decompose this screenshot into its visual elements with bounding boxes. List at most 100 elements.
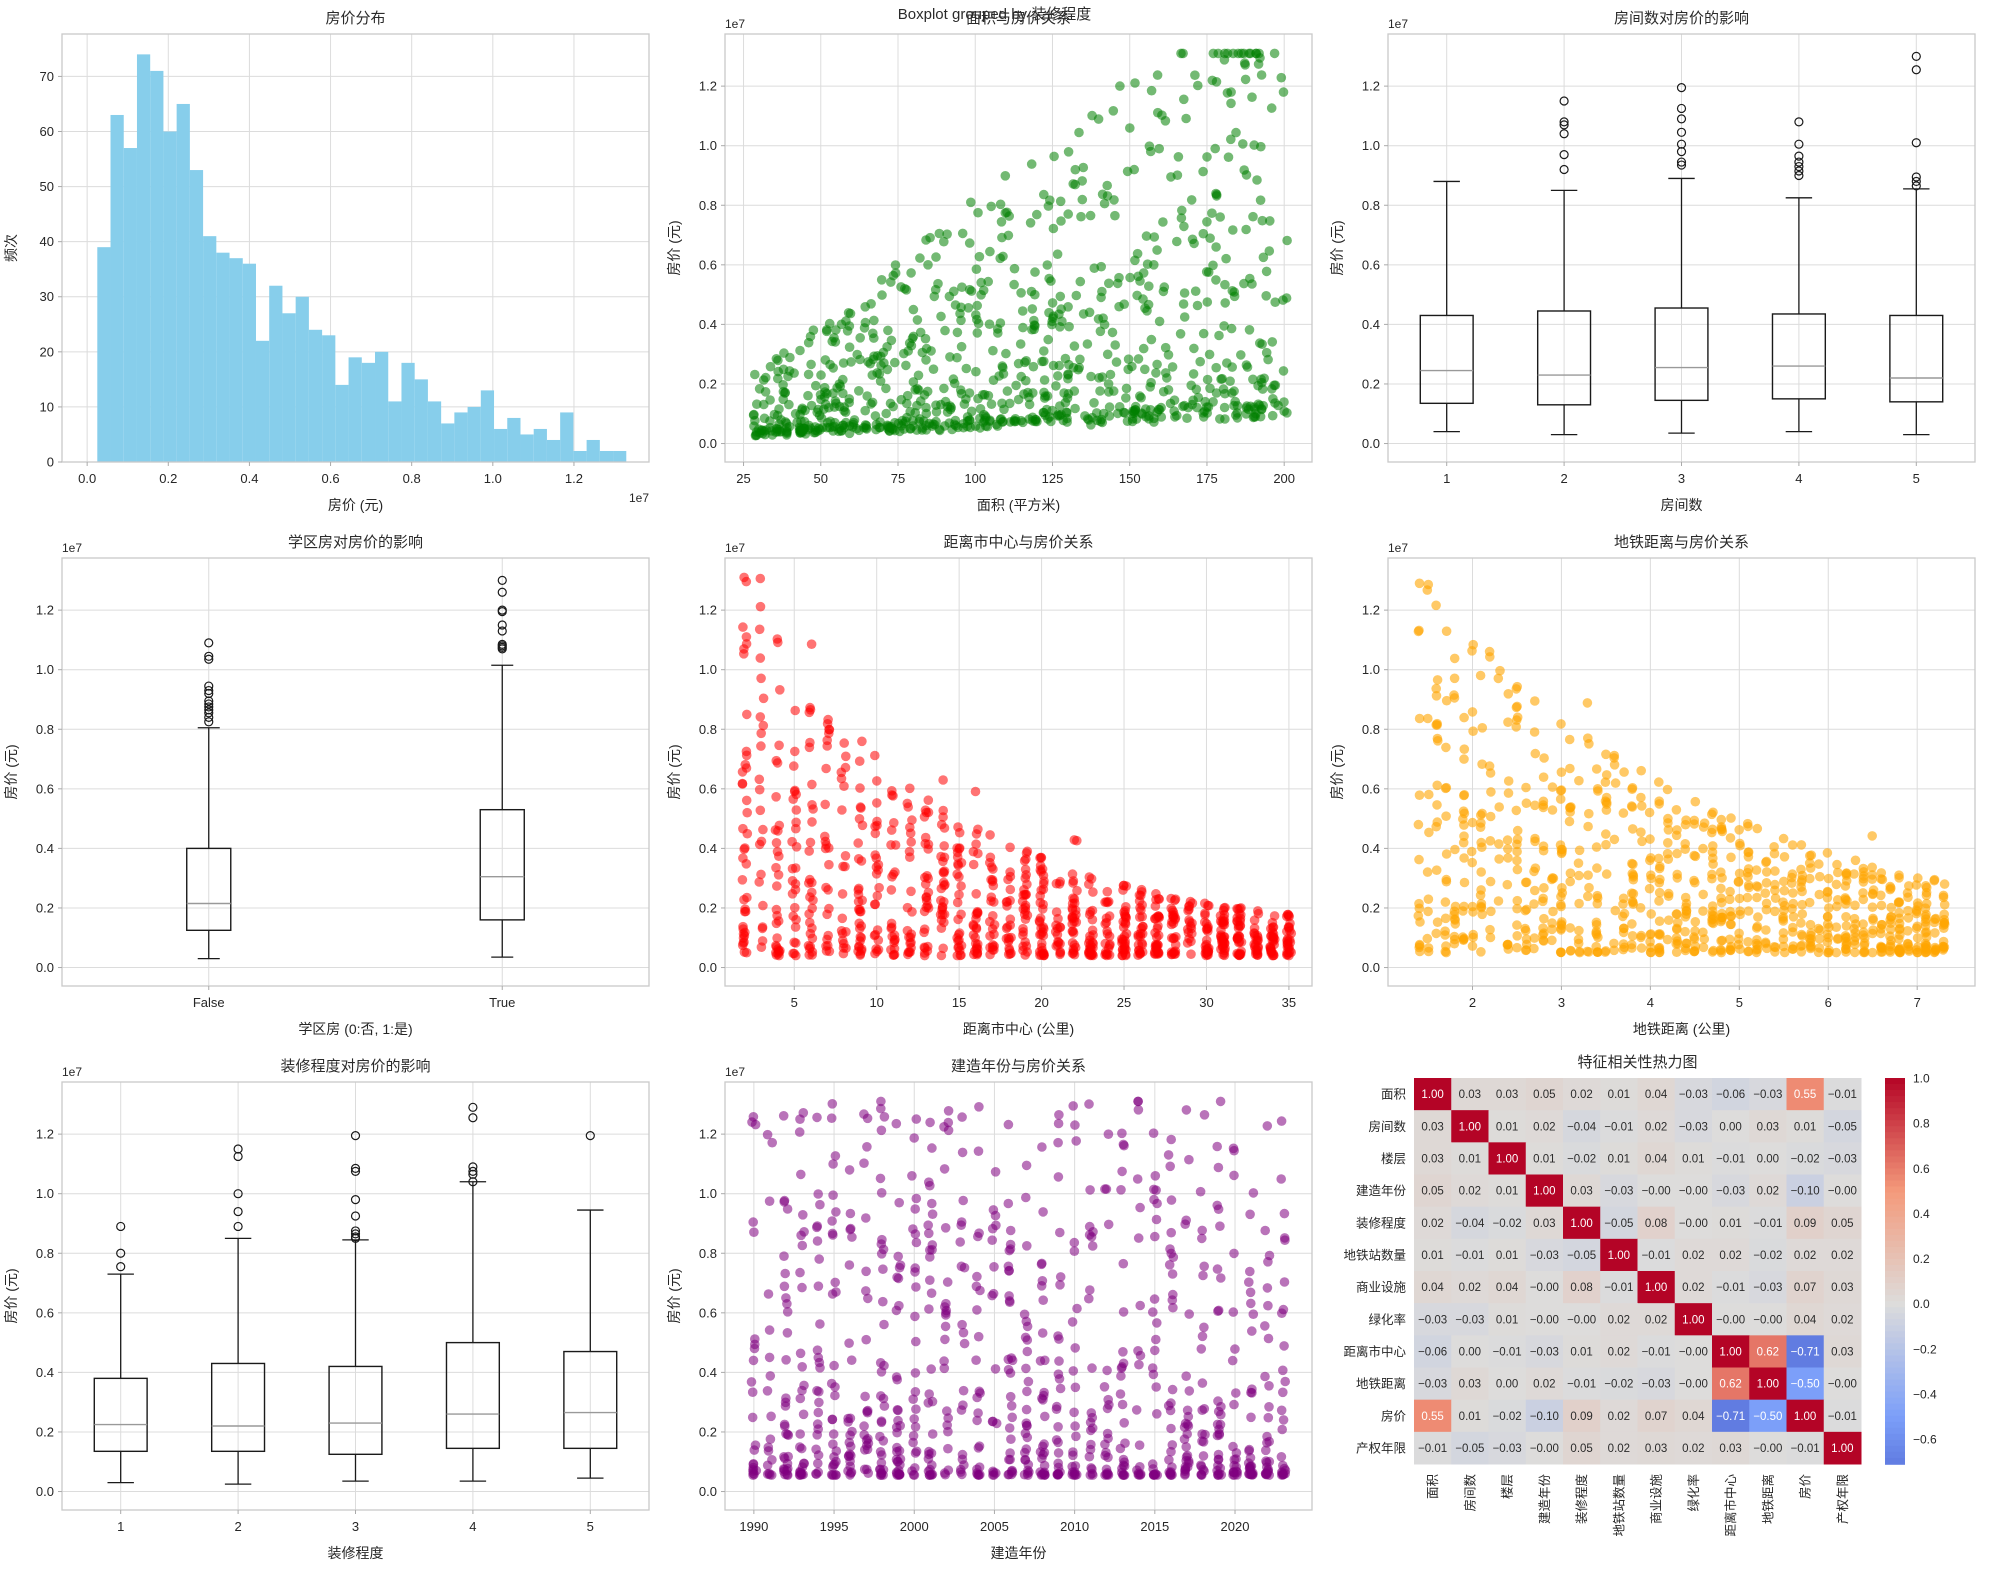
scatter-point: [872, 776, 882, 786]
scatter-point: [1135, 276, 1145, 286]
scatter-point: [1129, 164, 1139, 175]
scatter-point: [1042, 391, 1053, 401]
scatter-point: [1018, 322, 1028, 333]
heatmap-cell-value: −0.00: [1828, 1379, 1857, 1391]
scatter-point: [1707, 901, 1718, 911]
scatter-point: [972, 908, 983, 918]
scatter-point: [1085, 1285, 1095, 1295]
scatter-point: [890, 867, 900, 877]
heatmap-cell: [1786, 1174, 1825, 1208]
scatter-point: [1433, 736, 1443, 746]
scatter-point: [1564, 734, 1575, 745]
scatter-point: [956, 388, 967, 399]
histogram-bar: [361, 362, 376, 462]
scatter-point: [1885, 884, 1895, 895]
scatter-point: [950, 300, 961, 310]
boxes: [186, 575, 525, 960]
scatter-point: [1069, 913, 1080, 923]
scatter-point: [1261, 1445, 1271, 1456]
scatter-point: [1117, 1128, 1127, 1139]
scatter-point: [1529, 943, 1539, 954]
scatter-point: [1788, 941, 1799, 951]
scatter-point: [1574, 775, 1584, 786]
scatter-point: [876, 1103, 886, 1114]
colorbar-gradient: [1885, 1174, 1905, 1182]
scatter-point: [1886, 918, 1896, 928]
scatter-point: [844, 394, 855, 404]
heatmap-cell: [1674, 1142, 1713, 1175]
heatmap-cell-value: 0.62: [1719, 1379, 1741, 1391]
colorbar-gradient: [1885, 1228, 1905, 1236]
scatter-point: [941, 1310, 951, 1320]
scatter-point: [838, 358, 849, 368]
scatter-point: [1253, 59, 1264, 69]
scatter-point: [754, 784, 765, 795]
scatter-point: [1118, 1454, 1129, 1465]
scatter-point: [1214, 1430, 1225, 1440]
scatter-point: [1004, 1469, 1014, 1480]
heatmap-cell: [1749, 1078, 1787, 1111]
scatter-point: [1074, 127, 1084, 138]
scatter-point: [1179, 94, 1189, 105]
scatter-point: [934, 228, 945, 239]
scatter-point: [1256, 70, 1267, 80]
scatter-point: [1725, 833, 1736, 843]
scatter-point: [811, 1469, 821, 1479]
scatter-point: [1841, 947, 1851, 957]
scatter-point: [974, 1102, 984, 1112]
y-offset-text: 1e7: [725, 17, 745, 31]
scatter-point: [1193, 80, 1203, 91]
scatter-point: [1153, 921, 1163, 931]
y-tick-label: 10: [40, 399, 54, 414]
scatter-point: [1592, 863, 1602, 873]
heatmap-cell-value: 0.04: [1645, 1153, 1668, 1165]
heatmap-cell-value: 0.02: [1645, 1314, 1667, 1326]
scatter-point: [935, 909, 946, 920]
scatter-point: [813, 1352, 824, 1363]
scatter-point: [1476, 867, 1486, 877]
outlier-point: [204, 654, 214, 664]
scatter-point: [1735, 840, 1745, 851]
scatter-point: [1769, 848, 1780, 859]
scatter-point: [813, 1281, 824, 1291]
scatter-point: [939, 236, 949, 247]
scatter-point: [1654, 887, 1665, 898]
heatmap-cell-value: −0.03: [1679, 1121, 1708, 1133]
scatter-point: [1831, 879, 1842, 890]
outlier-point: [497, 639, 507, 649]
scatter-point: [1230, 396, 1240, 407]
heatmap-cell-value: 0.02: [1608, 1411, 1630, 1423]
scatter-point: [830, 1390, 840, 1401]
scatter-point: [1477, 723, 1488, 733]
heatmap-cell-value: −0.00: [1530, 1314, 1559, 1326]
scatter-point: [998, 369, 1009, 379]
scatter-point: [1152, 1198, 1162, 1209]
colorbar-gradient: [1885, 1439, 1905, 1447]
scatter-point: [1147, 1363, 1158, 1373]
scatter-point: [1002, 207, 1012, 218]
scatter-point: [1103, 1129, 1114, 1139]
scatter-point: [1601, 946, 1611, 956]
scatter-point: [1743, 946, 1753, 957]
colorbar-gradient: [1885, 1361, 1905, 1369]
heatmap-cell-value: 0.02: [1794, 1250, 1816, 1262]
scatter-point: [822, 909, 832, 920]
scatter-point: [1005, 1448, 1015, 1458]
y-tick-label: 50: [40, 179, 54, 194]
scatter-point: [1102, 191, 1113, 201]
scatter-point: [1269, 48, 1280, 59]
heatmap-cell: [1749, 1142, 1787, 1175]
histogram-bar: [255, 340, 270, 462]
scatter-point: [988, 1416, 998, 1427]
scatter-point: [925, 232, 935, 243]
colorbar-gradient: [1885, 1252, 1905, 1260]
x-tick-label: 2015: [1140, 1519, 1169, 1534]
scatter-point: [1133, 354, 1144, 364]
scatter-point: [1263, 1300, 1273, 1311]
outlier-point: [233, 1221, 243, 1232]
x-tick-label: 7: [1914, 995, 1921, 1010]
scatter-point: [840, 851, 851, 861]
scatter-point: [1698, 822, 1709, 832]
heatmap-cell: [1712, 1431, 1750, 1465]
scatter-point: [911, 1237, 922, 1248]
